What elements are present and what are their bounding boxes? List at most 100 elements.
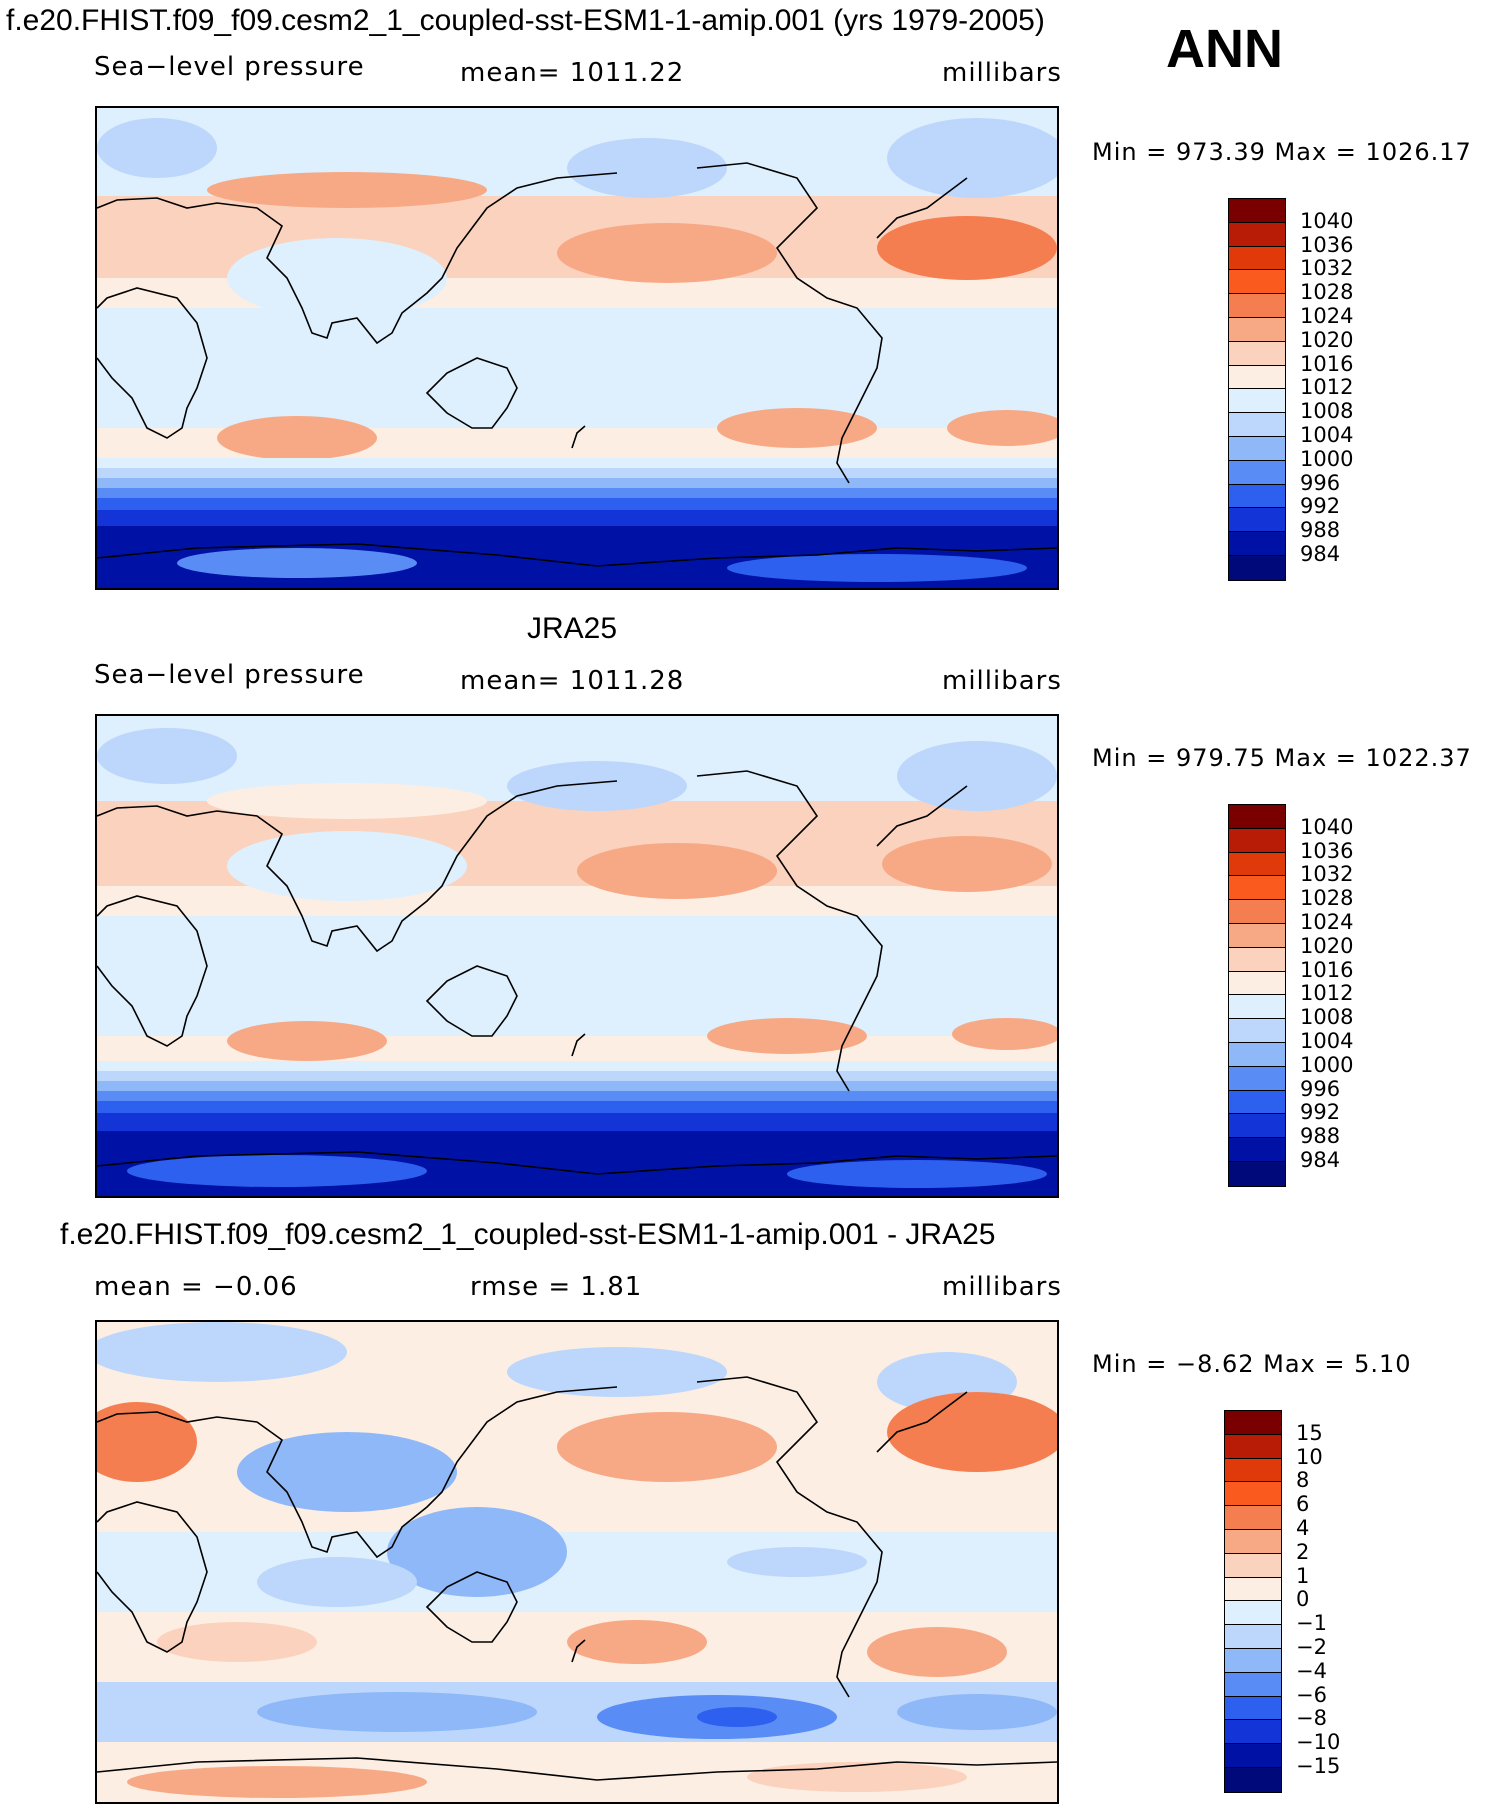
colorbar-label: 988	[1300, 1124, 1341, 1149]
indian-ocean-high	[217, 416, 377, 460]
colorbar-swatch	[1229, 1138, 1285, 1162]
colorbar-label: 984	[1300, 1148, 1341, 1172]
colorbar-swatch	[1229, 923, 1285, 948]
colorbar-label: 6	[1296, 1492, 1310, 1517]
low-pressure-region	[97, 118, 217, 178]
indian-ocean-high	[227, 1021, 387, 1061]
aleutian-low	[567, 138, 727, 198]
colorbar-swatch	[1229, 532, 1285, 556]
panel-diff-title: f.e20.FHIST.f09_f09.cesm2_1_coupled-sst-…	[60, 1218, 996, 1251]
positive-anomaly	[867, 1627, 1007, 1677]
antarctic-region	[177, 548, 417, 578]
colorbar-label: 984	[1300, 542, 1341, 566]
panel-model-units: millibars	[942, 58, 1062, 88]
tibet-anomaly	[237, 1432, 457, 1512]
colorbar-label: 1024	[1300, 910, 1354, 934]
south-atlantic-high	[947, 410, 1057, 446]
equatorial-band	[97, 916, 1057, 1036]
south-pacific-high	[717, 408, 877, 448]
australia-coast	[425, 1571, 518, 1643]
eurasia-coast	[97, 172, 618, 345]
map-diff	[95, 1320, 1059, 1804]
colorbar-label: 4	[1296, 1516, 1310, 1540]
southern-band	[97, 468, 1057, 478]
negative-anomaly	[257, 1557, 417, 1607]
colorbar-label: 1016	[1300, 351, 1354, 376]
colorbar-label: 996	[1300, 470, 1341, 495]
colorbar-swatch	[1229, 365, 1285, 390]
colorbar-swatch	[1225, 1720, 1281, 1745]
colorbar-label: 15	[1296, 1420, 1323, 1445]
southern-band	[97, 488, 1057, 498]
colorbar-swatch	[1229, 484, 1285, 509]
colorbar-label: 1012	[1300, 375, 1354, 400]
colorbar-swatch	[1225, 1696, 1281, 1721]
colorbar-swatch	[1229, 995, 1285, 1020]
colorbar-label: −2	[1296, 1635, 1327, 1659]
panel-model-variable: Sea−level pressure	[94, 52, 365, 82]
map-model-svg	[97, 108, 1057, 588]
americas-coast	[696, 162, 883, 484]
colorbar-label: 1040	[1300, 814, 1354, 839]
colorbar-swatch	[1229, 389, 1285, 414]
colorbar-label: 1000	[1300, 446, 1354, 471]
colorbar-label: 1012	[1300, 981, 1354, 1006]
north-america-east-coast	[876, 177, 968, 239]
new-zealand-coast	[571, 1033, 586, 1057]
colorbar-label: 992	[1300, 1100, 1341, 1125]
antarctic-region	[127, 1155, 427, 1187]
panel-model-minmax: Min = 973.39 Max = 1026.17	[1092, 138, 1472, 166]
colorbar-label: 8	[1296, 1468, 1310, 1493]
southern-band	[97, 1091, 1057, 1101]
antarctica-coast	[97, 1151, 1057, 1175]
colorbar-label: 992	[1300, 494, 1341, 519]
new-zealand-coast	[571, 425, 586, 449]
southern-band	[97, 1101, 1057, 1113]
colorbar-swatch	[1229, 900, 1285, 924]
north-america-east-coast	[876, 785, 968, 847]
colorbar-label: 1004	[1300, 423, 1354, 447]
panel-obs-title: JRA25	[527, 612, 618, 645]
negative-anomaly	[697, 1707, 777, 1727]
negative-anomaly	[727, 1547, 867, 1577]
colorbar-label: 0	[1296, 1587, 1310, 1612]
colorbar-label: 1020	[1300, 327, 1354, 352]
colorbar-swatch	[1225, 1625, 1281, 1649]
low-pressure-region	[97, 728, 237, 784]
map-model	[95, 106, 1059, 590]
australia-coast	[425, 357, 518, 429]
asia-low	[227, 831, 467, 901]
north-pacific-anomaly	[557, 1412, 777, 1482]
colorbar-label: 1040	[1300, 208, 1354, 233]
colorbar-swatch	[1229, 199, 1285, 223]
colorbar-swatch	[1229, 270, 1285, 295]
positive-anomaly	[747, 1762, 967, 1792]
panel-obs-units: millibars	[942, 666, 1062, 696]
colorbar-swatch	[1225, 1411, 1281, 1435]
americas-coast	[696, 1376, 883, 1698]
map-obs-svg	[97, 716, 1057, 1196]
colorbar-swatch	[1229, 1161, 1285, 1186]
eurasia-coast	[97, 780, 618, 953]
antarctica-coast	[97, 1757, 1057, 1781]
africa-coast	[97, 287, 208, 439]
colorbar-label: 1000	[1300, 1052, 1354, 1077]
colorbar-swatch	[1229, 436, 1285, 461]
north-pacific-high	[557, 223, 777, 283]
colorbar-swatches	[1224, 1410, 1282, 1793]
panel-diff-rmse: rmse = 1.81	[470, 1272, 643, 1302]
colorbar-swatch	[1229, 1090, 1285, 1115]
figure-title: f.e20.FHIST.f09_f09.cesm2_1_coupled-sst-…	[6, 4, 1045, 37]
colorbar-label: 1028	[1300, 886, 1354, 911]
colorbar-swatch	[1229, 1114, 1285, 1139]
equatorial-band	[97, 1532, 1057, 1612]
north-pacific-high	[577, 843, 777, 899]
colorbar-label: 1016	[1300, 957, 1354, 982]
colorbar-swatch	[1229, 508, 1285, 533]
colorbar-swatches	[1228, 198, 1286, 581]
azores-high	[877, 216, 1057, 280]
africa-coast	[97, 1501, 208, 1653]
colorbar-swatch	[1229, 805, 1285, 829]
colorbar-swatch	[1225, 1482, 1281, 1507]
negative-anomaly	[257, 1692, 537, 1732]
